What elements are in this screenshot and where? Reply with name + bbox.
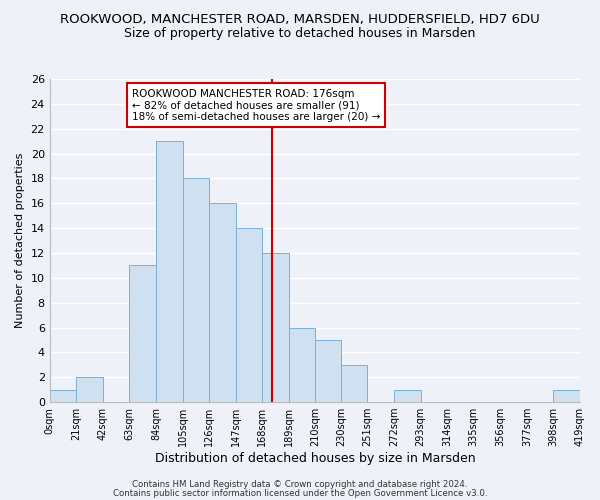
Bar [236,228,262,402]
Bar [262,253,289,402]
X-axis label: Distribution of detached houses by size in Marsden: Distribution of detached houses by size … [155,452,475,465]
Bar [50,390,76,402]
Bar [156,141,182,402]
Bar [289,328,316,402]
Bar [553,390,580,402]
Text: ROOKWOOD MANCHESTER ROAD: 176sqm
← 82% of detached houses are smaller (91)
18% o: ROOKWOOD MANCHESTER ROAD: 176sqm ← 82% o… [132,88,380,122]
Bar [341,365,367,402]
Bar [209,204,236,402]
Bar [316,340,341,402]
Text: ROOKWOOD, MANCHESTER ROAD, MARSDEN, HUDDERSFIELD, HD7 6DU: ROOKWOOD, MANCHESTER ROAD, MARSDEN, HUDD… [60,12,540,26]
Text: Contains HM Land Registry data © Crown copyright and database right 2024.: Contains HM Land Registry data © Crown c… [132,480,468,489]
Bar [182,178,209,402]
Text: Size of property relative to detached houses in Marsden: Size of property relative to detached ho… [124,28,476,40]
Text: Contains public sector information licensed under the Open Government Licence v3: Contains public sector information licen… [113,488,487,498]
Y-axis label: Number of detached properties: Number of detached properties [15,153,25,328]
Bar [130,266,156,402]
Bar [394,390,421,402]
Bar [76,377,103,402]
